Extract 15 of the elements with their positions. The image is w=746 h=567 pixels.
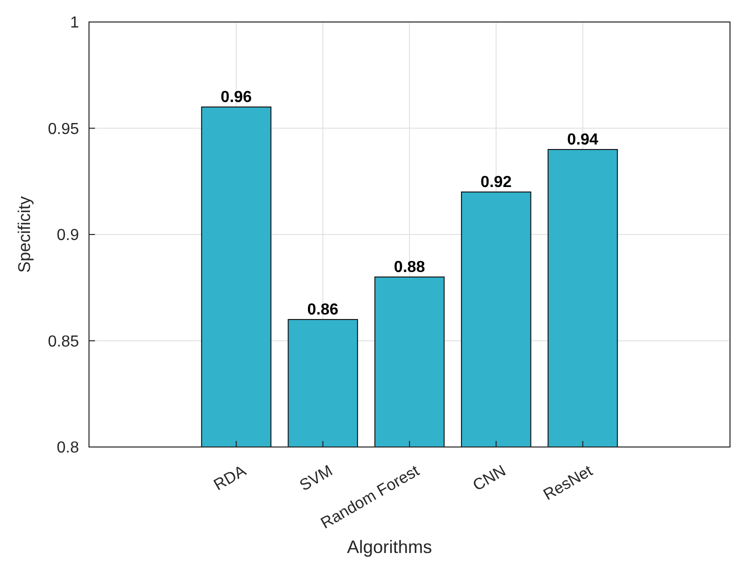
- y-tick-label: 0.9: [56, 227, 80, 244]
- x-tick-label: CNN: [470, 462, 509, 495]
- data-label: 0.94: [567, 132, 598, 148]
- x-axis-title: Algorithms: [346, 537, 432, 557]
- data-label: 0.86: [307, 302, 339, 318]
- y-axis-title: Specificity: [15, 196, 34, 273]
- y-tick-label: 0.8: [56, 440, 80, 457]
- x-tick-label: RDA: [211, 462, 250, 494]
- x-tick-label: SVM: [297, 462, 336, 495]
- data-label: 0.88: [394, 259, 426, 276]
- y-tick-label: 0.95: [48, 120, 80, 138]
- y-tick-label: 0.85: [48, 333, 80, 350]
- y-tick-label: 1: [70, 14, 80, 32]
- data-label: 0.92: [480, 174, 512, 191]
- data-label: 0.96: [220, 89, 252, 106]
